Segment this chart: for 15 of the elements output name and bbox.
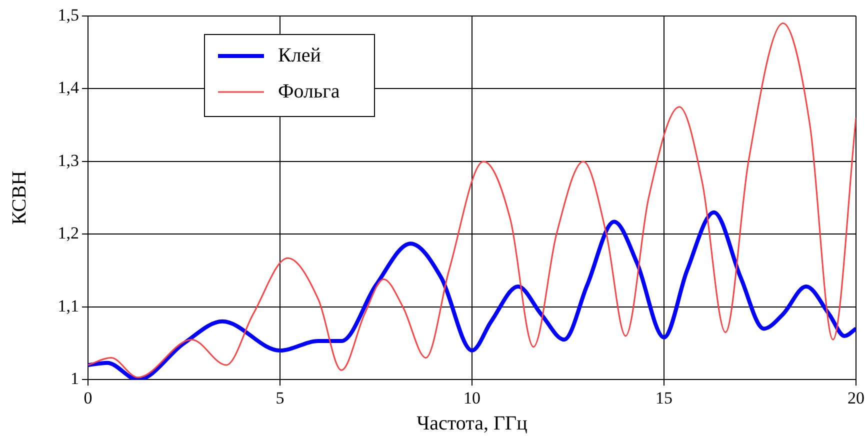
x-tick-label: 5 — [276, 388, 284, 408]
y-tick-label: 1 — [70, 369, 79, 388]
x-tick-label: 20 — [848, 388, 864, 408]
legend-label: Фольга — [278, 80, 340, 102]
x-tick-label: 10 — [464, 388, 480, 408]
y-tick-label: 1,1 — [58, 296, 79, 316]
x-tick-label: 15 — [656, 388, 672, 408]
y-tick-label: 1,2 — [58, 224, 79, 243]
y-tick-label: 1,5 — [58, 5, 79, 24]
x-tick-label: 0 — [84, 388, 92, 408]
x-axis-title: Частота, ГГц — [416, 412, 528, 434]
legend-label: Клей — [278, 44, 322, 66]
y-tick-label: 1,3 — [58, 150, 79, 170]
y-tick-label: 1,4 — [58, 78, 80, 98]
y-axis-title: КСВН — [8, 170, 30, 225]
